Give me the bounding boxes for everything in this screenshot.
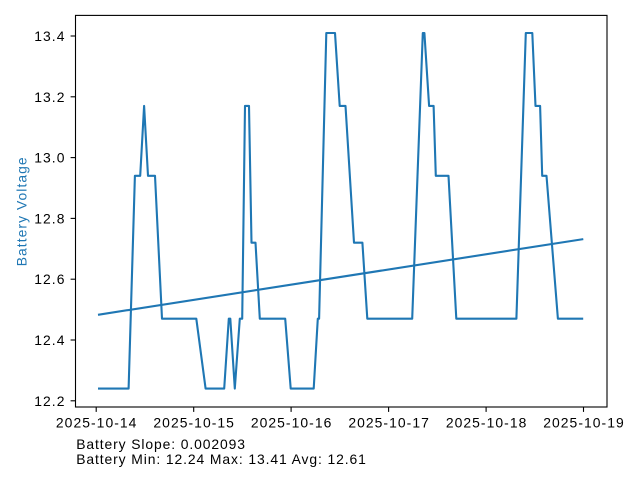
svg-text:12.2: 12.2 [34, 393, 65, 409]
svg-text:2025-10-17: 2025-10-17 [348, 414, 430, 430]
svg-text:12.4: 12.4 [34, 332, 65, 348]
svg-text:2025-10-16: 2025-10-16 [251, 414, 333, 430]
svg-text:2025-10-14: 2025-10-14 [56, 414, 138, 430]
svg-text:Battery Voltage: Battery Voltage [14, 156, 30, 266]
svg-text:2025-10-19: 2025-10-19 [543, 414, 625, 430]
svg-text:Battery Slope: 0.002093: Battery Slope: 0.002093 [76, 436, 246, 452]
svg-text:Battery Min: 12.24 Max: 13.41: Battery Min: 12.24 Max: 13.41 Avg: 12.61 [76, 451, 367, 467]
svg-text:13.0: 13.0 [34, 150, 65, 166]
svg-text:12.8: 12.8 [34, 210, 65, 226]
svg-text:13.2: 13.2 [34, 89, 65, 105]
svg-text:12.6: 12.6 [34, 271, 65, 287]
svg-text:2025-10-15: 2025-10-15 [153, 414, 235, 430]
svg-text:2025-10-18: 2025-10-18 [446, 414, 528, 430]
svg-text:13.4: 13.4 [34, 28, 65, 44]
